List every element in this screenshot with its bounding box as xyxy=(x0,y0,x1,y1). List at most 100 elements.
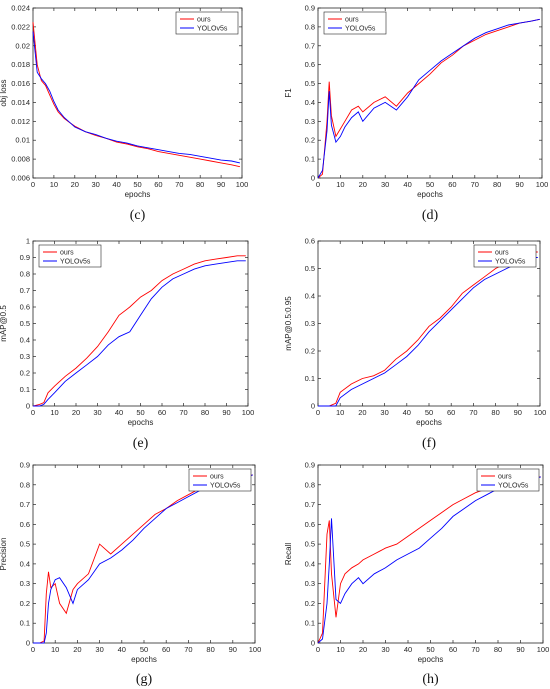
x-tick-label: 40 xyxy=(118,645,126,654)
y-tick-label: 0.02 xyxy=(15,41,30,50)
x-tick-label: 0 xyxy=(31,645,35,654)
y-tick-label: 0.9 xyxy=(20,461,30,470)
y-tick-label: 0.1 xyxy=(20,619,30,628)
y-tick-label: 0.1 xyxy=(305,619,315,628)
y-tick-label: 0.6 xyxy=(20,303,30,312)
x-tick-label: 10 xyxy=(336,408,344,417)
x-tick-label: 50 xyxy=(426,180,434,189)
series-line-ours xyxy=(317,18,540,179)
x-tick-label: 20 xyxy=(73,645,81,654)
x-tick-label: 50 xyxy=(133,180,141,189)
plot-frame xyxy=(317,464,544,644)
x-tick-label: 80 xyxy=(206,645,214,654)
y-tick-label: 0.8 xyxy=(305,480,315,489)
x-axis-label: epochs xyxy=(131,655,157,664)
x-tick-label: 90 xyxy=(515,180,523,189)
chart-panel-4: 0 10 20 30 40 50 60 70 80 90 100 0 0.1 0.2 0.3 0.4 0.5 0.… xyxy=(0,461,261,688)
chart-panel-5: 0 10 20 30 40 50 60 70 80 90 100 0 0.1 0.2 0.3 0.4 0.5 0.… xyxy=(284,461,549,688)
x-tick-label: 60 xyxy=(448,180,456,189)
x-tick-label: 100 xyxy=(242,408,255,417)
y-tick-label: 0.8 xyxy=(305,22,315,31)
x-tick-label: 70 xyxy=(469,408,477,417)
x-tick-label: 70 xyxy=(184,645,192,654)
x-tick-label: 90 xyxy=(516,645,524,654)
y-tick-label: 0.022 xyxy=(11,22,30,31)
x-tick-label: 40 xyxy=(115,408,123,417)
x-tick-label: 80 xyxy=(491,408,499,417)
y-tick-label: 0.5 xyxy=(20,540,30,549)
plot-frame xyxy=(317,7,543,179)
y-tick-label: 0.4 xyxy=(20,559,30,568)
x-tick-label: 70 xyxy=(175,180,183,189)
x-axis-label: epochs xyxy=(416,418,442,427)
y-axis-label: mAP@0.5 xyxy=(0,305,8,342)
x-tick-label: 50 xyxy=(425,408,433,417)
legend: ours YOLOv5s xyxy=(476,468,540,492)
y-tick-label: 0.3 xyxy=(20,579,30,588)
x-tick-label: 80 xyxy=(493,180,501,189)
y-tick-label: 0.024 xyxy=(11,4,30,13)
y-tick-label: 0.008 xyxy=(11,155,30,164)
y-axis-label: obj loss xyxy=(0,79,8,106)
x-tick-label: 90 xyxy=(217,180,225,189)
x-tick-label: 60 xyxy=(158,408,166,417)
series-line-ours xyxy=(32,255,246,407)
y-axis-label: Precision xyxy=(0,538,8,571)
x-axis-label: epochs xyxy=(418,655,444,664)
y-tick-label: 0.018 xyxy=(11,60,30,69)
y-tick-label: 0.7 xyxy=(20,500,30,509)
series-line-yolov5s xyxy=(317,18,540,179)
x-tick-label: 0 xyxy=(316,645,320,654)
panel-caption: (e) xyxy=(133,436,149,451)
legend-entry: ours xyxy=(60,250,74,257)
x-tick-label: 70 xyxy=(471,645,479,654)
panel-caption: (f) xyxy=(422,436,436,451)
y-tick-label: 0.2 xyxy=(305,599,315,608)
legend: ours YOLOv5s xyxy=(175,11,239,35)
x-tick-label: 90 xyxy=(514,408,522,417)
x-tick-label: 60 xyxy=(447,408,455,417)
legend-entry: YOLOv5s xyxy=(495,259,526,266)
legend: ours YOLOv5s xyxy=(38,244,102,268)
plot-frame xyxy=(32,464,256,644)
panel-caption: (c) xyxy=(130,208,146,223)
legend: ours YOLOv5s xyxy=(188,468,252,492)
x-tick-label: 0 xyxy=(316,408,320,417)
x-tick-label: 30 xyxy=(380,408,388,417)
y-tick-label: 0.006 xyxy=(11,174,30,183)
y-tick-label: 0 xyxy=(311,174,315,183)
x-tick-label: 40 xyxy=(403,180,411,189)
legend-entry: ours xyxy=(498,474,512,481)
y-tick-label: 0.4 xyxy=(305,98,315,107)
y-tick-label: 0.6 xyxy=(305,60,315,69)
x-tick-label: 60 xyxy=(154,180,162,189)
y-tick-label: 0.014 xyxy=(11,98,30,107)
x-tick-label: 10 xyxy=(336,645,344,654)
y-tick-label: 0.9 xyxy=(305,461,315,470)
x-tick-label: 100 xyxy=(537,645,550,654)
x-tick-label: 50 xyxy=(136,408,144,417)
y-tick-label: 0.2 xyxy=(305,347,315,356)
legend-entry: ours xyxy=(495,250,509,257)
x-tick-label: 60 xyxy=(449,645,457,654)
x-tick-label: 40 xyxy=(404,645,412,654)
y-tick-label: 0.8 xyxy=(20,480,30,489)
y-tick-label: 0.3 xyxy=(305,579,315,588)
y-tick-label: 0 xyxy=(311,402,315,411)
x-tick-label: 90 xyxy=(229,645,237,654)
y-tick-label: 0.2 xyxy=(20,369,30,378)
x-tick-label: 80 xyxy=(494,645,502,654)
x-tick-label: 100 xyxy=(534,408,547,417)
y-tick-label: 0.012 xyxy=(11,117,30,126)
y-tick-label: 0.3 xyxy=(20,352,30,361)
x-tick-label: 0 xyxy=(31,180,35,189)
x-tick-label: 70 xyxy=(471,180,479,189)
panel-caption: (h) xyxy=(422,672,439,687)
x-tick-label: 80 xyxy=(201,408,209,417)
x-tick-label: 100 xyxy=(536,180,549,189)
series-line-yolov5s xyxy=(318,257,538,407)
panel-caption: (g) xyxy=(136,672,153,687)
legend-entry: YOLOv5s xyxy=(197,26,228,33)
y-tick-label: 0.3 xyxy=(305,117,315,126)
